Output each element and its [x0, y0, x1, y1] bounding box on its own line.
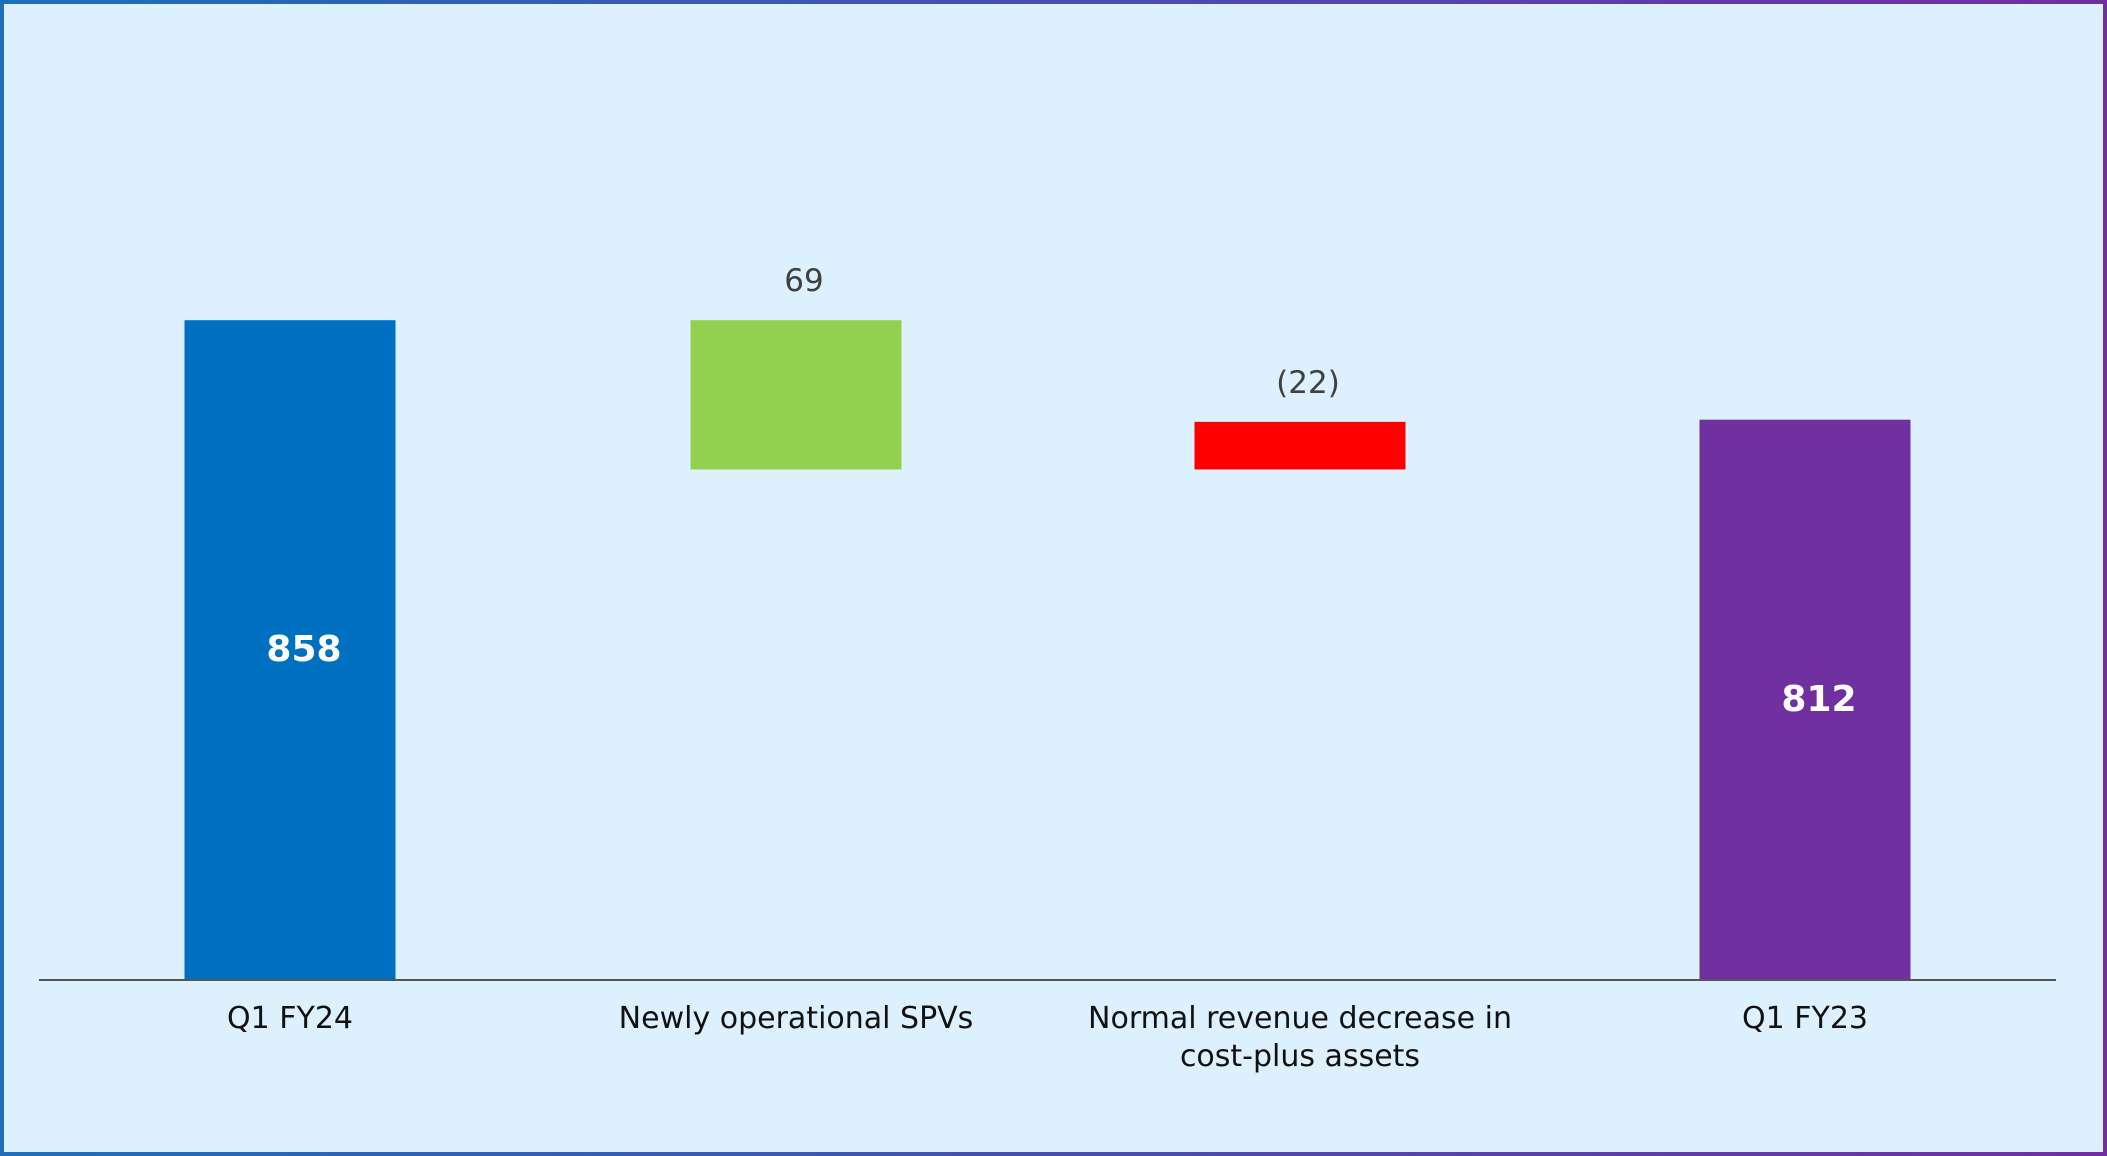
value-label: 69 [784, 263, 824, 300]
x-tick-label: Normal revenue decrease in cost-plus ass… [1088, 1001, 1512, 1074]
x-tick-label: Q1 FY24 [227, 1001, 353, 1036]
plot-area [39, 320, 2056, 981]
value-label: 858 [266, 629, 342, 671]
value-label: (22) [1276, 364, 1340, 401]
x-tick-label: Newly operational SPVs [618, 1001, 974, 1036]
bar [184, 320, 396, 980]
bar [1699, 419, 1911, 980]
bar [1194, 421, 1406, 470]
value-label: 812 [1781, 678, 1857, 720]
bar [690, 320, 902, 470]
x-tick-label: Q1 FY23 [1742, 1001, 1868, 1036]
